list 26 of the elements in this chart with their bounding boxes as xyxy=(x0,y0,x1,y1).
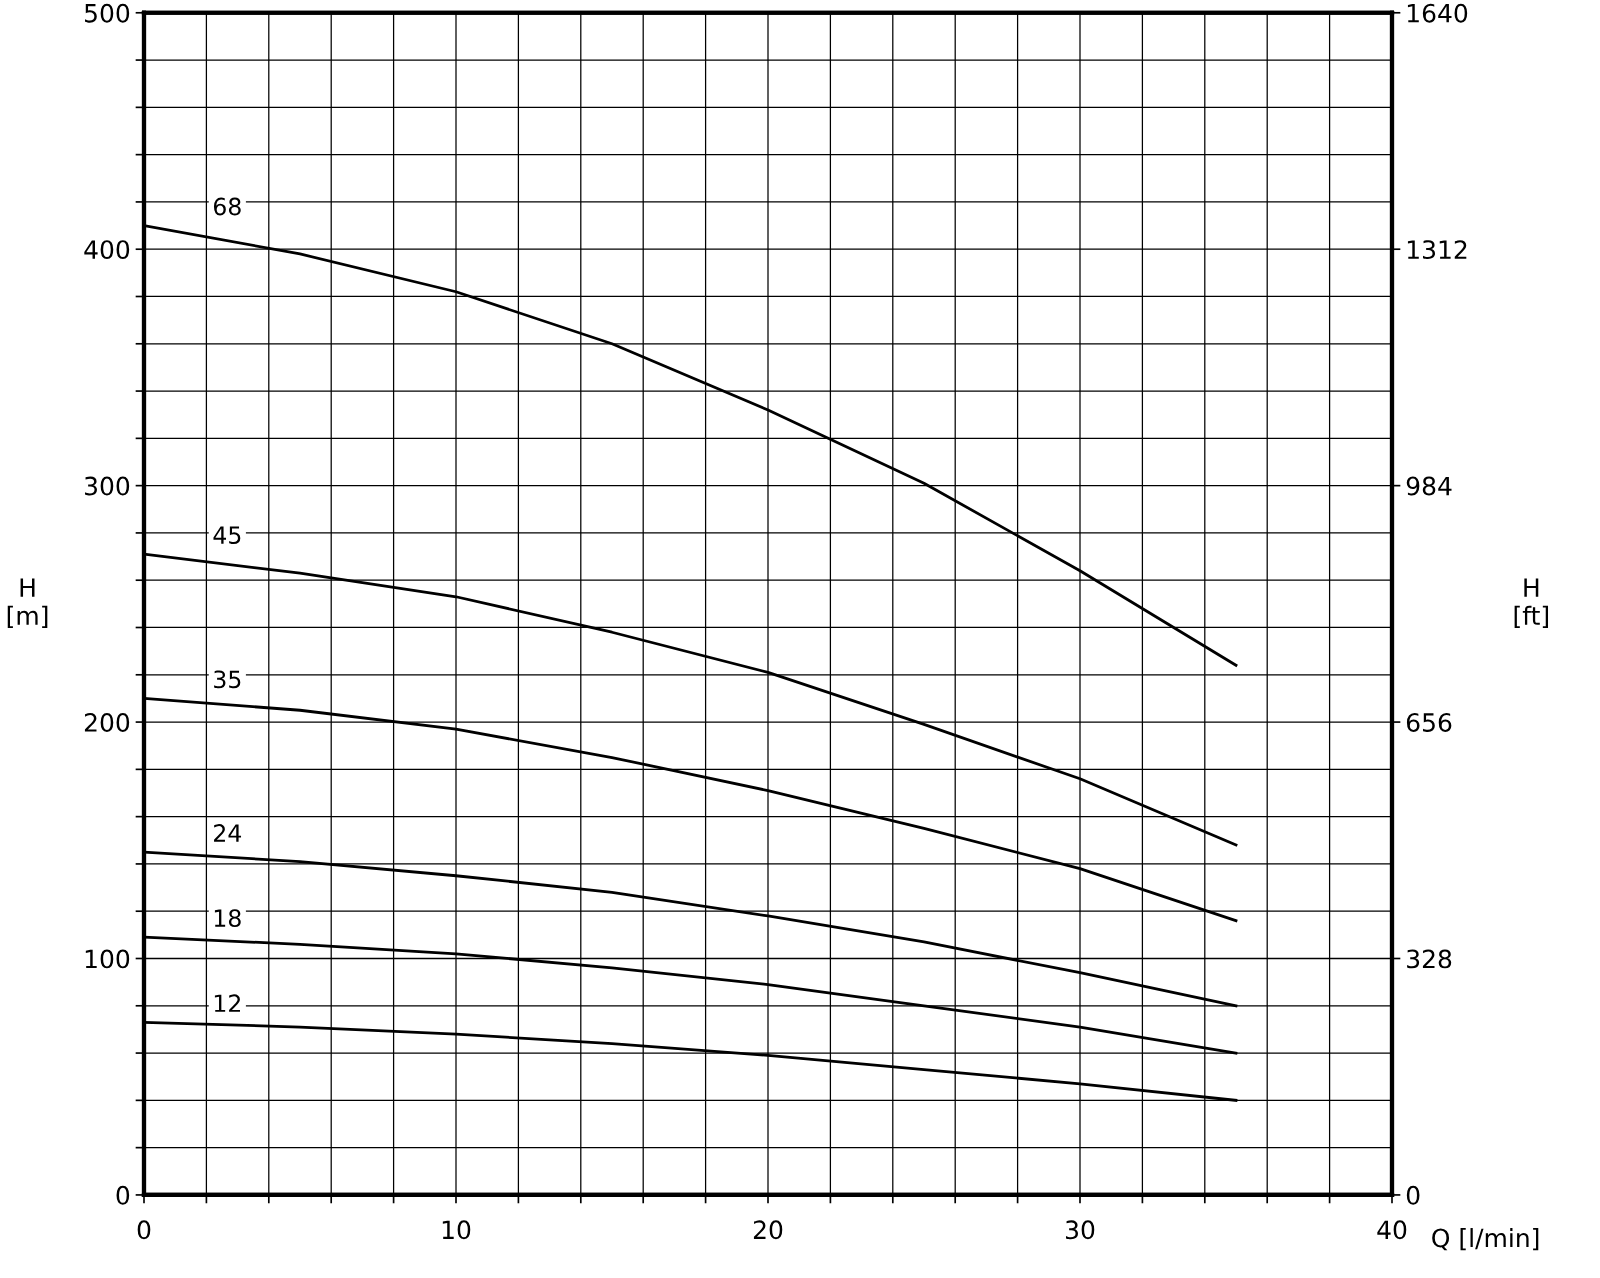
x-tick-label: 20 xyxy=(753,1220,783,1240)
x-tick-label: 0 xyxy=(137,1220,151,1240)
y-tick-label: 500 xyxy=(85,3,130,23)
y2-tick-label: 656 xyxy=(1406,713,1452,732)
y2-tick-label: 984 xyxy=(1406,476,1452,496)
y2-tick-label: 328 xyxy=(1407,949,1452,969)
y-tick-label: 300 xyxy=(84,476,130,496)
x-tick-label: 10 xyxy=(442,1220,471,1240)
y2-tick-label: 1640 xyxy=(1407,3,1468,23)
x-axis-title: Q [l/min] xyxy=(1432,1228,1539,1251)
x-tick-label: 30 xyxy=(1066,1220,1095,1240)
series-label: 68 xyxy=(213,197,241,216)
series-label: 24 xyxy=(214,824,242,842)
x-tick-label: 40 xyxy=(1377,1220,1407,1240)
y-tick-label: 400 xyxy=(84,240,130,260)
series-label: 45 xyxy=(213,526,241,545)
y-tick-label: 0 xyxy=(116,1185,130,1205)
y2-axis-title: H [ft] xyxy=(1514,578,1549,629)
y2-tick-label: 0 xyxy=(1406,1185,1420,1205)
y-tick-label: 100 xyxy=(85,949,130,969)
y-tick-label: 200 xyxy=(84,713,130,732)
series-label: 18 xyxy=(214,909,241,928)
series-label: 35 xyxy=(214,670,241,689)
y2-tick-label: 1312 xyxy=(1407,240,1467,260)
y-axis-title: H [m] xyxy=(7,578,48,629)
series-label: 12 xyxy=(214,994,240,1012)
